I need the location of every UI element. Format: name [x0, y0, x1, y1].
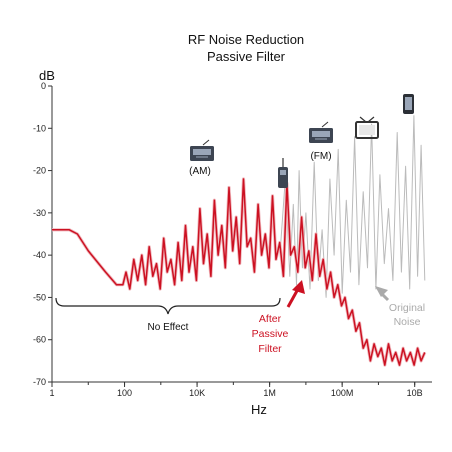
original-noise-label-1: Original	[389, 302, 425, 314]
radio-icon	[309, 121, 333, 143]
after-filter-label-1: After	[259, 313, 282, 325]
y-tick-label: 0	[41, 81, 46, 91]
x-tick-label: 10K	[189, 388, 205, 398]
y-tick-label: -50	[33, 292, 46, 302]
after-filter-label-2: Passive	[252, 328, 289, 340]
original-noise-arrow	[375, 286, 390, 302]
after-filter-annotation: After Passive Filter	[252, 313, 289, 355]
radio-icon	[190, 139, 214, 161]
y-tick-label: -20	[33, 166, 46, 176]
original-noise-line	[280, 115, 426, 298]
original-noise-annotation: Original Noise	[389, 302, 425, 328]
x-tick-label: 10B	[407, 388, 423, 398]
x-tick-label: 100M	[331, 388, 354, 398]
filtered-noise-line	[52, 178, 426, 366]
no-effect-brace	[55, 297, 281, 315]
y-ticks: 0 -10 -20 -30 -40 -50 -60 -70	[33, 81, 52, 387]
axes	[51, 86, 432, 383]
am-band-label: (AM)	[189, 166, 211, 177]
series-layer	[52, 115, 427, 367]
y-axis-label: dB	[39, 68, 55, 83]
walkie-talkie-icon	[278, 158, 288, 188]
x-tick-label: 1M	[263, 388, 276, 398]
chart-title-line2: Passive Filter	[207, 49, 286, 64]
after-filter-arrow	[286, 280, 305, 308]
y-tick-label: -30	[33, 208, 46, 218]
x-tick-label: 100	[117, 388, 132, 398]
x-tick-label: 1	[49, 388, 54, 398]
y-tick-label: -60	[33, 335, 46, 345]
y-tick-label: -70	[33, 377, 46, 387]
x-axis-label: Hz	[251, 402, 267, 417]
chart-title-line1: RF Noise Reduction	[188, 32, 304, 47]
x-ticks: 1 100 10K 1M 100M 10B	[49, 382, 423, 398]
tv-icon	[355, 116, 379, 139]
y-tick-label: -10	[33, 123, 46, 133]
after-filter-label-3: Filter	[258, 343, 282, 355]
original-noise-label-2: Noise	[394, 316, 421, 328]
phone-icon	[403, 94, 414, 114]
fm-band-label: (FM)	[310, 151, 331, 162]
y-tick-label: -40	[33, 250, 46, 260]
no-effect-label: No Effect	[148, 322, 189, 333]
